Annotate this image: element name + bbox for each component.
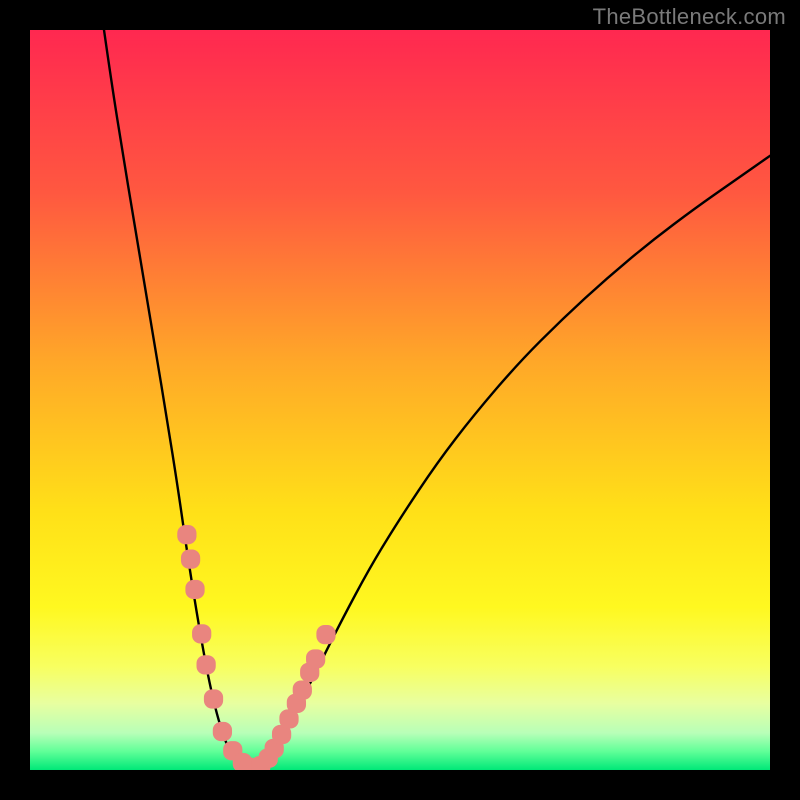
chart-outer-frame: TheBottleneck.com bbox=[0, 0, 800, 800]
gradient-background bbox=[30, 30, 770, 770]
data-marker bbox=[185, 580, 204, 599]
data-marker bbox=[306, 649, 325, 668]
data-marker bbox=[177, 525, 196, 544]
data-marker bbox=[204, 689, 223, 708]
watermark-text: TheBottleneck.com bbox=[593, 4, 786, 30]
data-marker bbox=[197, 655, 216, 674]
data-marker bbox=[213, 722, 232, 741]
bottleneck-curve-chart bbox=[30, 30, 770, 770]
data-marker bbox=[181, 549, 200, 568]
plot-area bbox=[30, 30, 770, 770]
data-marker bbox=[192, 624, 211, 643]
data-marker bbox=[293, 680, 312, 699]
data-marker bbox=[316, 625, 335, 644]
